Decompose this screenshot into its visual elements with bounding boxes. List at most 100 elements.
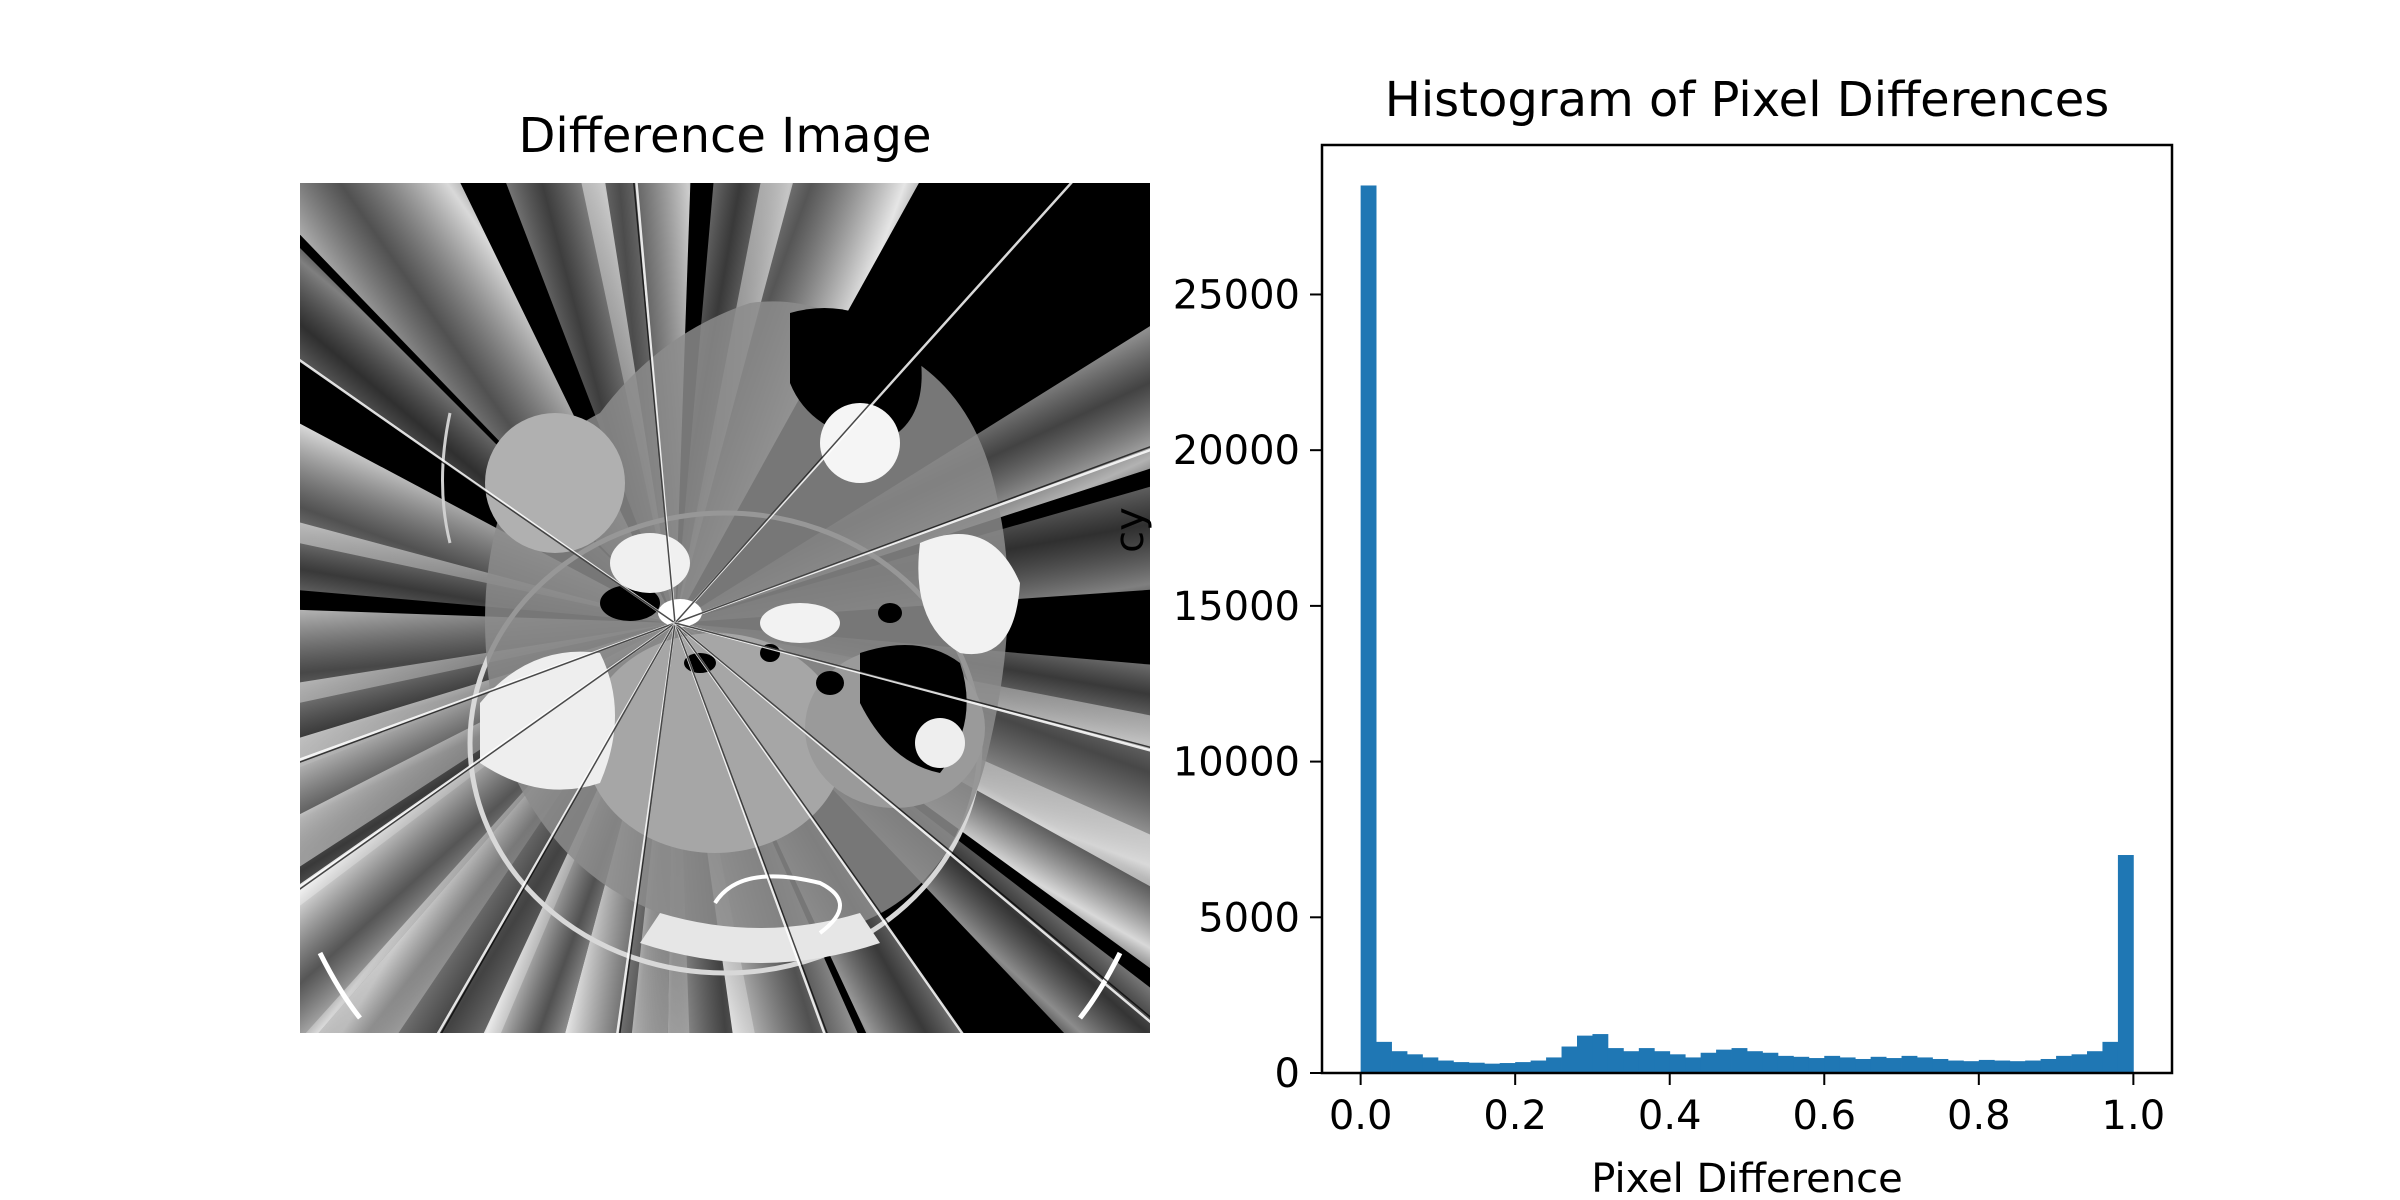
histogram-bar bbox=[2087, 1051, 2103, 1073]
histogram-bar bbox=[1561, 1046, 1578, 1073]
difference-image-panel: Difference Image bbox=[300, 108, 1150, 1033]
histogram-bar bbox=[1917, 1057, 1933, 1073]
histogram-bar bbox=[1376, 1041, 1392, 1073]
histogram-bar bbox=[1638, 1048, 1655, 1073]
histogram-bar bbox=[1437, 1060, 1454, 1073]
y-tick-label: 15000 bbox=[1173, 584, 1300, 630]
histogram-bar bbox=[2040, 1058, 2057, 1073]
histogram-bar bbox=[1932, 1058, 1949, 1073]
edge-line bbox=[674, 183, 1073, 624]
streak-wedge bbox=[300, 522, 675, 623]
streak-wedge bbox=[675, 183, 793, 623]
histogram-bar bbox=[1978, 1059, 1995, 1073]
edge-line bbox=[616, 622, 677, 1033]
histogram-bar bbox=[1654, 1051, 1671, 1073]
histogram-bars bbox=[1360, 185, 2134, 1073]
x-tick-label: 1.0 bbox=[2102, 1093, 2166, 1139]
histogram-bar bbox=[1731, 1048, 1748, 1073]
x-axis-ticks: 0.0 0.2 0.4 0.6 0.8 1.0 bbox=[1329, 1073, 2165, 1139]
histogram-bar bbox=[1716, 1049, 1732, 1073]
x-tick-label: 0.4 bbox=[1638, 1093, 1702, 1139]
histogram-bar bbox=[1592, 1034, 1609, 1073]
histogram-bar bbox=[1391, 1051, 1408, 1073]
x-tick-label: 0.8 bbox=[1947, 1093, 2011, 1139]
y-axis-label-fragment: cy bbox=[1107, 507, 1153, 553]
y-tick-label: 20000 bbox=[1173, 428, 1300, 474]
edge-line-dark bbox=[674, 622, 967, 1033]
edge-line-dark bbox=[440, 622, 676, 1033]
edge-line bbox=[674, 622, 1150, 1024]
histogram-frame bbox=[1320, 143, 2174, 1075]
edge-line-dark bbox=[674, 622, 828, 1033]
radial-edge-lines bbox=[300, 183, 1150, 1033]
histogram-bar bbox=[1762, 1052, 1779, 1073]
edge-line bbox=[300, 621, 676, 888]
x-tick-label: 0.0 bbox=[1329, 1093, 1393, 1139]
x-tick-label: 0.2 bbox=[1483, 1093, 1547, 1139]
histogram-bar bbox=[1824, 1055, 1841, 1073]
histogram-bar bbox=[1793, 1056, 1810, 1073]
x-axis-label: Pixel Difference bbox=[1591, 1156, 1902, 1200]
streak-wedge bbox=[483, 623, 675, 1033]
edge-line bbox=[673, 622, 964, 1033]
edge-line-dark bbox=[300, 622, 676, 763]
histogram-bar bbox=[1963, 1061, 1980, 1073]
histogram-bar bbox=[1422, 1057, 1439, 1073]
edge-line bbox=[436, 622, 677, 1033]
edge-line-dark bbox=[674, 622, 1150, 749]
edge-line-dark bbox=[633, 183, 676, 624]
histogram-bar bbox=[1808, 1058, 1825, 1073]
edge-line bbox=[674, 621, 1150, 752]
histogram-bar bbox=[1886, 1058, 1902, 1073]
histogram-bar bbox=[1700, 1052, 1717, 1073]
histogram-bar bbox=[2056, 1055, 2072, 1073]
difference-image-title: Difference Image bbox=[518, 108, 931, 164]
edge-line-dark bbox=[619, 622, 676, 1033]
edge-line-dark bbox=[300, 362, 676, 624]
difference-image bbox=[300, 183, 1150, 1033]
histogram-bar bbox=[1499, 1063, 1516, 1073]
histogram-bar bbox=[1777, 1055, 1794, 1073]
histogram-bar bbox=[1669, 1054, 1686, 1073]
edge-line bbox=[300, 621, 676, 761]
y-tick-label: 25000 bbox=[1173, 272, 1300, 318]
histogram-bar bbox=[1515, 1062, 1532, 1073]
histogram-bar bbox=[1360, 185, 1377, 1073]
histogram-bar bbox=[1530, 1060, 1547, 1073]
edge-line-dark bbox=[674, 446, 1150, 624]
edge-line bbox=[674, 448, 1150, 625]
histogram-panel: Histogram of Pixel Differences 0.0 0.2 0.4… bbox=[1107, 72, 2174, 1200]
histogram-bar bbox=[1546, 1057, 1562, 1073]
edge-line bbox=[300, 358, 676, 625]
histogram-bar bbox=[1484, 1063, 1501, 1073]
edge-line-dark bbox=[300, 622, 676, 890]
y-tick-label: 0 bbox=[1275, 1051, 1300, 1097]
edge-line bbox=[673, 622, 826, 1033]
histogram-bar bbox=[1947, 1060, 1964, 1073]
histogram-bar bbox=[1994, 1060, 2011, 1073]
histogram-bar bbox=[2102, 1041, 2119, 1073]
streak-wedge bbox=[318, 623, 675, 1033]
histogram-bar bbox=[1607, 1048, 1624, 1073]
x-tick-label: 0.6 bbox=[1792, 1093, 1856, 1139]
histogram-bar bbox=[1407, 1054, 1423, 1073]
edge-line bbox=[635, 183, 677, 624]
y-tick-label: 10000 bbox=[1173, 740, 1300, 786]
y-tick-label: 5000 bbox=[1198, 895, 1300, 941]
histogram-bar bbox=[1453, 1062, 1470, 1073]
histogram-bar bbox=[1577, 1035, 1593, 1073]
edge-line-dark bbox=[674, 183, 1068, 624]
edge-line-dark bbox=[674, 622, 1150, 1018]
histogram-bar bbox=[1870, 1056, 1887, 1073]
histogram-bar bbox=[1468, 1062, 1485, 1073]
histogram-bar bbox=[1685, 1057, 1702, 1073]
histogram-bar bbox=[2117, 855, 2134, 1073]
histogram-bar bbox=[1855, 1058, 1872, 1073]
y-axis-ticks: 0 5000 10000 15000 20000 25000 bbox=[1173, 272, 1322, 1097]
histogram-bar bbox=[2071, 1054, 2088, 1073]
histogram-bar bbox=[1839, 1057, 1856, 1073]
histogram-bar bbox=[1901, 1055, 1918, 1073]
histogram-bar bbox=[2025, 1060, 2042, 1073]
histogram-bar bbox=[2009, 1061, 2026, 1073]
